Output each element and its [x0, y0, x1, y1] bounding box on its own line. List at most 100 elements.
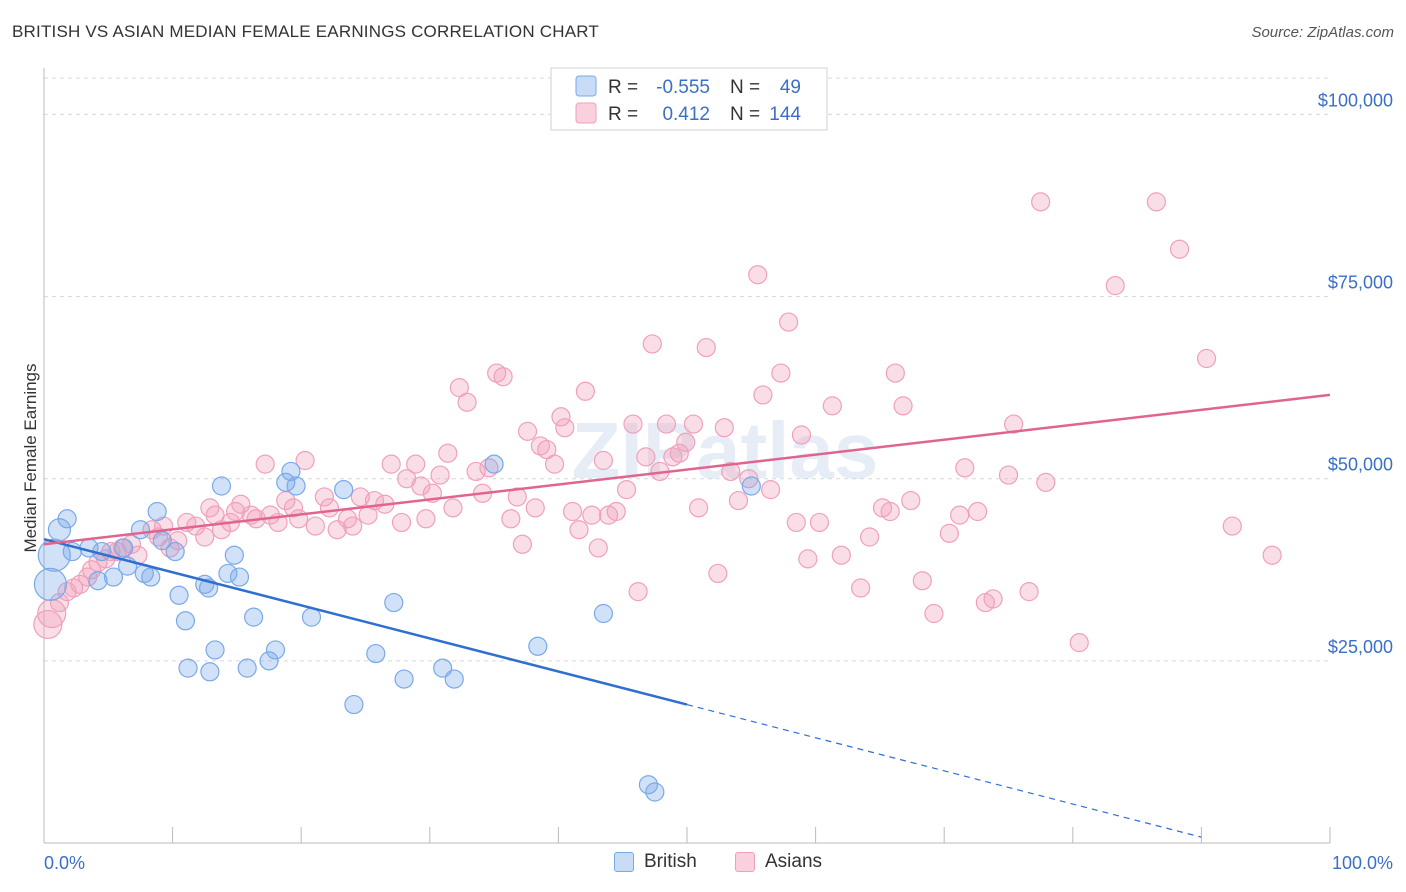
legend-n-label-asians: N = — [730, 104, 760, 125]
asians-point — [1031, 192, 1051, 212]
british-point — [484, 454, 504, 474]
asians-points — [33, 192, 1282, 653]
asians-point — [544, 454, 565, 474]
british-point — [384, 592, 404, 613]
british-point — [205, 640, 225, 660]
british-point — [638, 775, 659, 795]
asians-point — [63, 578, 84, 598]
asians-point — [950, 505, 970, 525]
asians-point — [512, 534, 532, 554]
asians-point — [319, 498, 340, 518]
british-point — [741, 476, 761, 496]
british-point — [286, 476, 306, 496]
asians-trend-line — [43, 393, 1331, 546]
tick-labels: $25,000 $50,000 $75,000 $100,000 0.0% 100.0% — [44, 90, 1393, 873]
asians-point — [893, 396, 913, 416]
asians-point — [555, 418, 575, 438]
asians-point — [443, 498, 463, 518]
asians-point — [255, 454, 275, 474]
asians-point — [406, 454, 426, 474]
asians-point — [748, 265, 768, 285]
asians-point — [809, 512, 830, 533]
asians-point — [588, 538, 608, 558]
asians-point — [885, 363, 905, 383]
asians-point — [501, 509, 521, 529]
asians-point — [753, 385, 773, 405]
asians-point — [1262, 545, 1282, 565]
x-tick-label: 100.0% — [1332, 853, 1393, 873]
british-point — [130, 520, 151, 540]
asians-point — [831, 545, 851, 565]
bottom-legend-asians: Asians — [735, 851, 822, 873]
british-point — [244, 607, 264, 627]
asians-point — [70, 574, 90, 594]
asians-point — [791, 425, 812, 445]
asians-point — [778, 312, 799, 332]
trend-lines — [43, 393, 1331, 838]
asians-point — [1069, 633, 1089, 653]
british-point — [47, 518, 72, 542]
asians-point — [575, 381, 596, 401]
asians-point — [1222, 516, 1242, 536]
watermark: ZIPatlas — [572, 406, 879, 495]
asians-point — [530, 436, 550, 456]
asians-point — [955, 458, 975, 478]
asians-point — [305, 516, 325, 536]
asians-point — [739, 469, 759, 489]
legend-swatch-asians — [575, 102, 597, 124]
asians-point — [507, 487, 527, 507]
bottom-legend-british: British — [614, 851, 697, 873]
asians-point — [623, 414, 643, 434]
legend: R = -0.555 N = 49 R = 0.412 N = 144 — [550, 67, 828, 131]
asians-point — [998, 465, 1019, 485]
asians-point — [606, 501, 626, 522]
asians-point — [343, 516, 363, 536]
asians-point — [479, 458, 499, 478]
asians-point — [438, 443, 458, 463]
asians-point — [708, 563, 728, 584]
british-legend-label: British — [644, 851, 697, 872]
y-tick-label: $25,000 — [1328, 637, 1393, 657]
british-point — [211, 476, 232, 496]
asians-point — [289, 509, 309, 529]
british-point — [114, 538, 134, 558]
y-axis-title: Median Female Earnings — [21, 364, 40, 553]
asians-point — [430, 465, 450, 485]
asians-point — [416, 509, 436, 529]
asians-point — [381, 454, 401, 474]
asians-point — [350, 487, 370, 507]
british-point — [141, 567, 161, 587]
asians-point — [696, 337, 716, 358]
asians-point — [798, 549, 818, 569]
asians-point — [1196, 348, 1217, 369]
x-tick-label: 0.0% — [44, 853, 85, 873]
british-point — [224, 545, 244, 565]
asians-point — [391, 512, 412, 533]
british-swatch — [614, 852, 634, 872]
british-point — [175, 611, 196, 631]
british-point — [444, 669, 464, 689]
british-point — [169, 585, 189, 605]
asians-point — [1036, 472, 1056, 492]
asians-point — [721, 461, 741, 482]
asians-point — [525, 498, 545, 518]
british-point — [276, 472, 296, 492]
asians-point — [1004, 414, 1024, 434]
y-tick-label: $50,000 — [1328, 455, 1393, 475]
asians-point — [688, 498, 709, 518]
asians-point — [860, 527, 880, 547]
asians-point — [195, 527, 215, 547]
british-point — [394, 669, 414, 689]
asians-point — [562, 501, 583, 522]
british-point — [178, 658, 198, 678]
asians-point — [924, 603, 944, 624]
asians-point — [983, 589, 1003, 609]
asians-point — [786, 512, 806, 533]
asians-point — [457, 392, 477, 412]
british-points — [33, 454, 761, 802]
asians-point — [1019, 582, 1039, 602]
asians-point — [1169, 239, 1190, 259]
asians-point — [636, 447, 656, 467]
asians-point — [683, 414, 704, 434]
